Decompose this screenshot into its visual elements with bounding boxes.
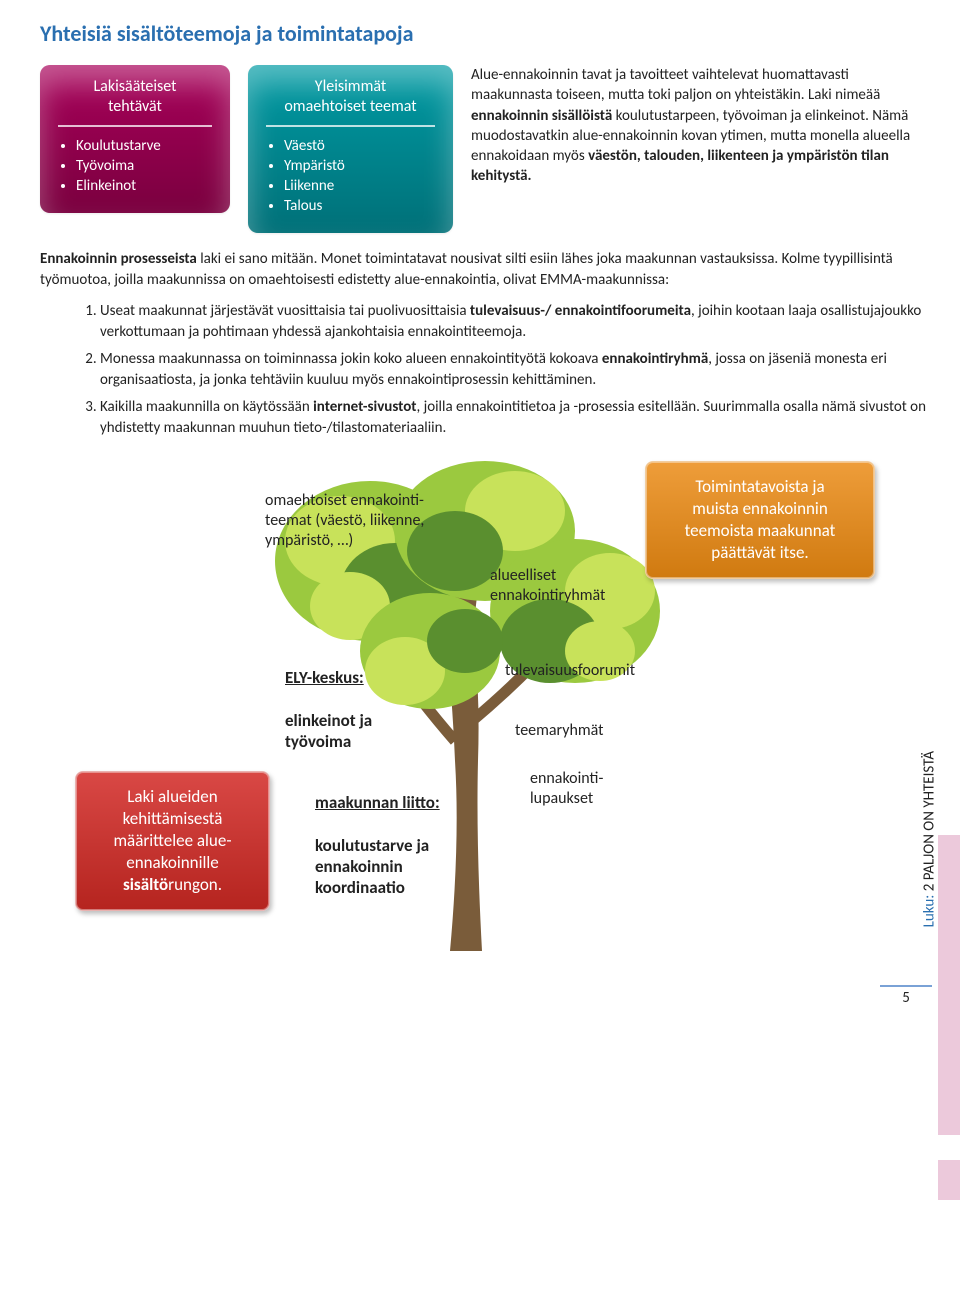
callout-red-l5a: sisältö (123, 874, 168, 895)
li1-a: Useat maakunnat järjestävät vuosittaisia… (100, 302, 470, 320)
callout-orange-l2: muista ennakoinnin (692, 498, 828, 519)
side-para-t0: Alue-ennakoinnin tavat ja tavoitteet vai… (471, 66, 880, 104)
label-liitto: maakunnan liitto: koulutustarve ja ennak… (315, 771, 440, 899)
callout-red-l1: Laki alueiden (127, 786, 217, 807)
li3-a: Kaikilla maakunnilla on käytössään (100, 398, 313, 416)
card-teemat-item: Ympäristö (284, 157, 435, 175)
side-para-b1: ennakoinnin sisällöistä (471, 107, 612, 125)
callout-orange-l1: Toimintatavoista ja (695, 476, 824, 497)
card-laki-item: Elinkeinot (76, 177, 212, 195)
side-strip-upper (938, 835, 960, 1135)
side-strip-lower (938, 1160, 960, 1200)
card-laki-heading: Lakisääteiset tehtävät (58, 77, 212, 127)
body-paragraph: Ennakoinnin prosesseista laki ei sano mi… (40, 249, 930, 291)
label-liitto-rest: koulutustarve ja ennakoinnin koordinaati… (315, 835, 429, 899)
card-teemat-item: Liikenne (284, 177, 435, 195)
card-teemat-heading-l1: Yleisimmät (315, 77, 386, 96)
list-item: Monessa maakunnassa on toiminnassa jokin… (100, 349, 930, 391)
callout-orange-l4: päättävät itse. (711, 542, 808, 563)
li2-a: Monessa maakunnassa on toiminnassa jokin… (100, 350, 602, 368)
label-teemaryhmat: teemaryhmät (515, 721, 604, 741)
label-ennakointi-lupaukset: ennakointi- lupaukset (530, 769, 603, 809)
callout-orange-l3: teemoista maakunnat (685, 520, 836, 541)
body-para-b0: Ennakoinnin prosesseista (40, 250, 197, 268)
label-ely: ELY-keskus: elinkeinot ja työvoima (285, 646, 372, 752)
card-teemat-item: Talous (284, 197, 435, 215)
card-teemat-heading: Yleisimmät omaehtoiset teemat (266, 77, 435, 127)
callout-red-l3: määrittelee alue- (113, 830, 231, 851)
page-number: 5 (880, 985, 932, 1007)
card-laki-heading-l2: tehtävät (108, 97, 162, 116)
page-title: Yhteisiä sisältöteemoja ja toimintatapoj… (40, 20, 930, 47)
top-row: Lakisääteiset tehtävät Koulutustarve Työ… (40, 65, 930, 233)
list-item: Useat maakunnat järjestävät vuosittaisia… (100, 301, 930, 343)
callout-red-l4: ennakoinnille (126, 852, 219, 873)
side-paragraph: Alue-ennakoinnin tavat ja tavoitteet vai… (471, 65, 930, 187)
label-ely-rest: elinkeinot ja työvoima (285, 710, 372, 752)
card-laki-item: Työvoima (76, 157, 212, 175)
callout-orange: Toimintatavoista ja muista ennakoinnin t… (645, 461, 875, 579)
callout-red-l5b: rungon. (168, 874, 222, 895)
card-laki-item: Koulutustarve (76, 137, 212, 155)
numbered-list: Useat maakunnat järjestävät vuosittaisia… (100, 301, 930, 439)
li1-b: tulevaisuus-/ ennakointifoorumeita (470, 302, 691, 320)
list-item: Kaikilla maakunnilla on käytössään inter… (100, 397, 930, 439)
tree-figure: omaehtoiset ennakointi- teemat (väestö, … (40, 451, 930, 991)
li3-b: internet-sivustot (313, 398, 416, 416)
vert-label-text: 2 PALJON ON YHTEISTÄ (920, 751, 938, 891)
chapter-vertical-label: Luku: 2 PALJON ON YHTEISTÄ (920, 751, 938, 927)
card-laki-heading-l1: Lakisääteiset (93, 77, 176, 96)
label-tulevaisuus: tulevaisuusfoorumit (505, 661, 635, 681)
card-teemat-item: Väestö (284, 137, 435, 155)
callout-red: Laki alueiden kehittämisestä määrittelee… (75, 771, 270, 911)
card-laki: Lakisääteiset tehtävät Koulutustarve Työ… (40, 65, 230, 213)
label-omaehtoiset: omaehtoiset ennakointi- teemat (väestö, … (265, 491, 490, 551)
li2-b: ennakointiryhmä (602, 350, 708, 368)
card-teemat-heading-l2: omaehtoiset teemat (284, 97, 416, 116)
label-alueelliset: alueelliset ennakointiryhmät (490, 566, 605, 606)
card-teemat: Yleisimmät omaehtoiset teemat Väestö Ymp… (248, 65, 453, 233)
label-ely-head: ELY-keskus: (285, 667, 364, 688)
callout-red-l2: kehittämisestä (123, 808, 223, 829)
label-liitto-head: maakunnan liitto: (315, 792, 440, 813)
vert-label-prefix: Luku: (920, 891, 938, 927)
